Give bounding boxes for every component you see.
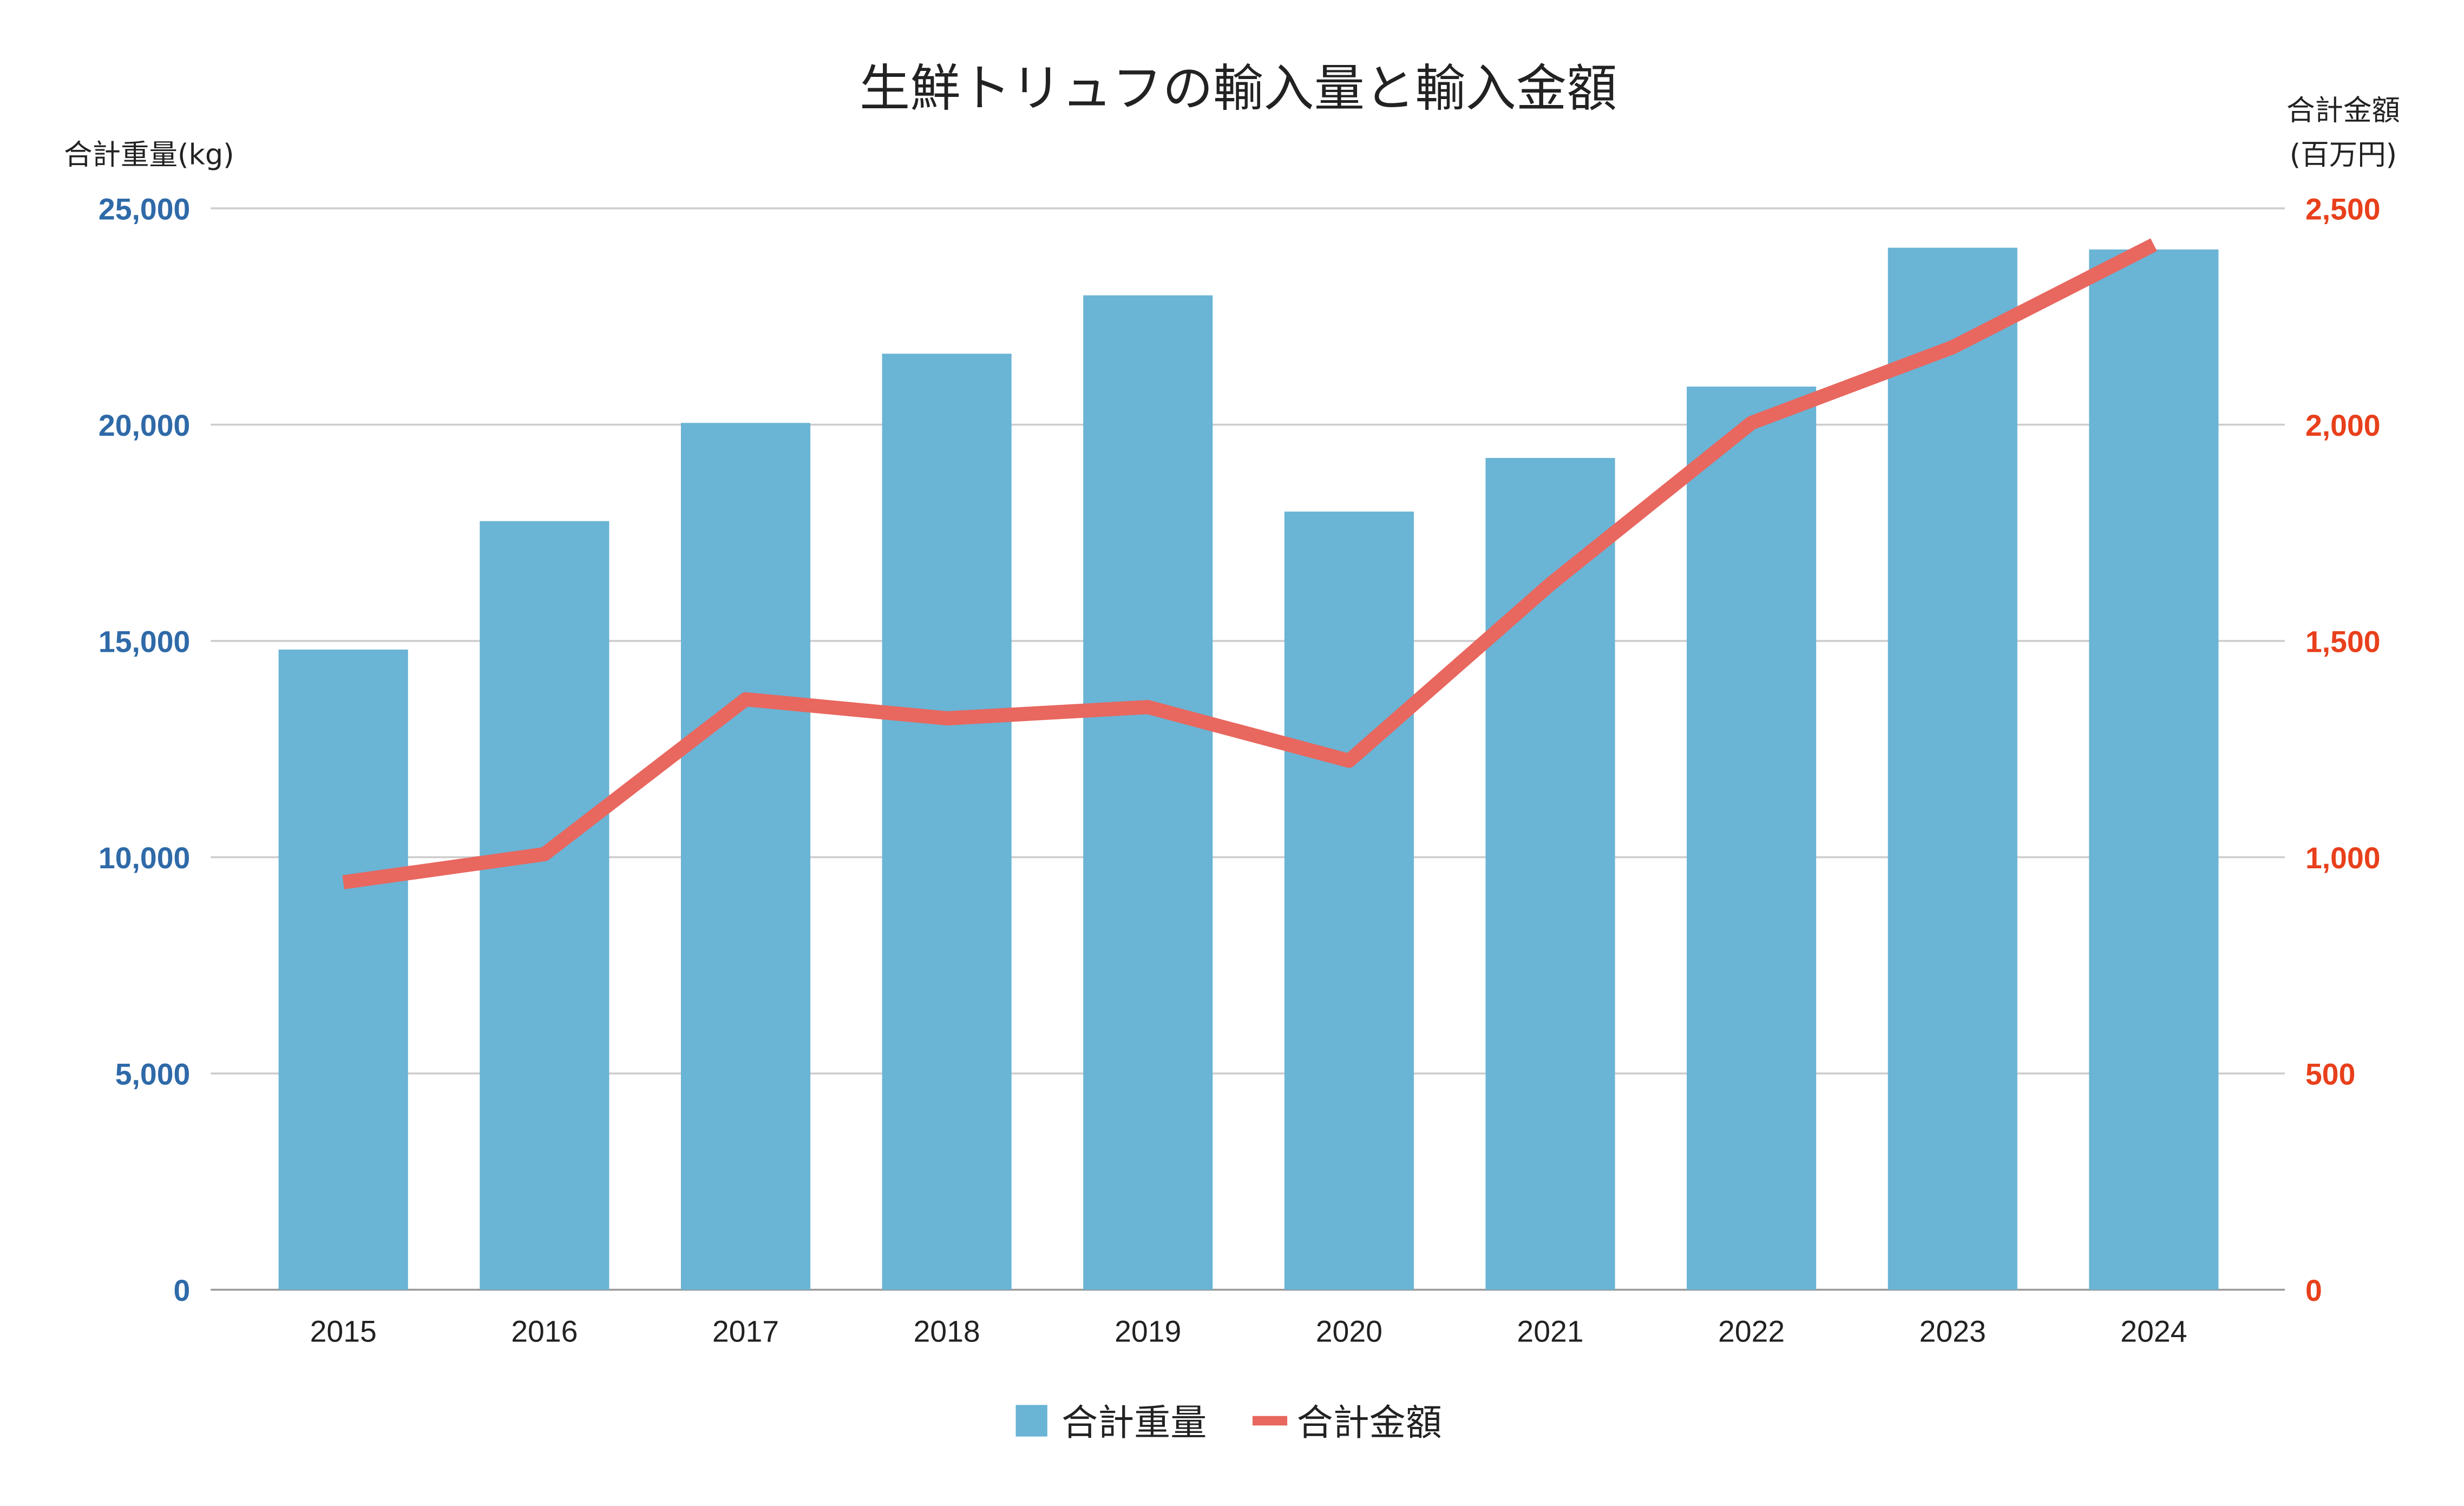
bar-2017	[680, 423, 811, 1290]
left-tick-label: 10,000	[99, 841, 190, 875]
left-tick-label: 5,000	[115, 1057, 191, 1091]
amount-point-2023	[1952, 347, 1953, 348]
bar-2022	[1687, 387, 1817, 1290]
right-tick-label: 2,500	[2305, 192, 2381, 226]
x-tick-label: 2015	[310, 1315, 377, 1348]
bar-2021	[1485, 457, 1615, 1290]
left-tick-label: 25,000	[99, 192, 190, 226]
right-tick-label: 1,000	[2305, 841, 2381, 875]
amount-point-2015	[343, 882, 344, 883]
chart-title: 生鮮トリュフの輸入量と輸入金額	[860, 59, 1617, 118]
right-tick-label: 0	[2305, 1274, 2322, 1307]
bar-2015	[278, 649, 408, 1290]
left-tick-label: 0	[174, 1274, 191, 1307]
legend-swatch-weight	[1015, 1405, 1047, 1437]
left-tick-label: 15,000	[99, 625, 190, 658]
x-tick-label: 2021	[1517, 1315, 1583, 1348]
legend-label-weight: 合計重量	[1061, 1402, 1207, 1444]
legend-label-amount: 合計金額	[1297, 1402, 1442, 1444]
x-tick-label: 2024	[2120, 1315, 2187, 1348]
bar-2019	[1083, 295, 1213, 1290]
bar-2020	[1284, 512, 1414, 1290]
left-axis-label: 合計重量(kg)	[64, 138, 234, 171]
x-tick-label: 2020	[1316, 1315, 1382, 1348]
x-tick-label: 2019	[1115, 1315, 1181, 1348]
x-tick-label: 2017	[712, 1315, 779, 1348]
x-tick-label: 2022	[1718, 1315, 1785, 1348]
bar-2024	[2089, 249, 2219, 1290]
amount-line	[342, 238, 2157, 889]
x-tick-label: 2023	[1919, 1315, 1986, 1348]
amount-point-2017	[745, 699, 746, 700]
x-tick-label: 2016	[511, 1315, 578, 1348]
right-tick-label: 500	[2305, 1057, 2355, 1091]
left-tick-label: 20,000	[99, 409, 190, 442]
right-axis-label-line1: 合計金額	[2286, 94, 2400, 127]
bar-2018	[882, 353, 1012, 1290]
bar-2023	[1888, 247, 2017, 1290]
right-tick-label: 1,500	[2305, 625, 2381, 658]
legend: 合計重量 合計金額	[1015, 1402, 1442, 1444]
right-axis-label-line2: (百万円)	[2290, 138, 2397, 171]
bar-2016	[480, 521, 610, 1290]
right-tick-label: 2,000	[2305, 409, 2381, 442]
x-tick-label: 2018	[913, 1315, 980, 1348]
amount-point-2021	[1550, 584, 1551, 585]
